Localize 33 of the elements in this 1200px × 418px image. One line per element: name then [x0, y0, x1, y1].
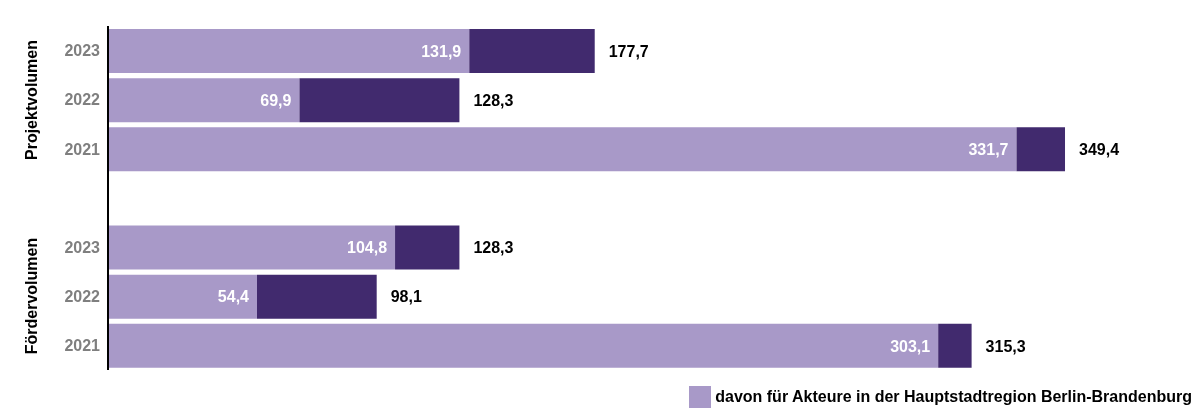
bar: [469, 29, 595, 73]
legend-label: davon für Akteure in der Hauptstadtregion Berlin-Brandenburg: [715, 388, 1192, 406]
data-label: 131,9: [421, 42, 462, 60]
bar: [108, 274, 257, 319]
y-tick-label: 2022: [64, 287, 101, 305]
bar: [299, 78, 460, 123]
bar: [108, 225, 396, 270]
y-tick-label: 2023: [64, 42, 101, 60]
text: Projektvolumen: [23, 39, 41, 160]
data-label: 104,8: [347, 239, 388, 257]
bar: [938, 323, 972, 368]
bar: [108, 323, 939, 368]
y-tick-label: 2022: [64, 91, 101, 109]
data-label: 303,1: [890, 337, 931, 355]
total-label: 128,3: [473, 239, 514, 257]
total-label: 315,3: [985, 337, 1026, 355]
total-label: 349,4: [1079, 140, 1120, 158]
y-tick-label: 2021: [64, 337, 101, 355]
bar: [108, 78, 300, 123]
bar: [395, 225, 460, 270]
bar: [1016, 127, 1066, 172]
y-tick-label: 2023: [64, 238, 101, 256]
data-label: 331,7: [968, 140, 1009, 158]
y-tick-label: 2021: [64, 140, 101, 158]
total-label: 177,7: [608, 42, 649, 60]
data-label: 69,9: [260, 91, 292, 109]
bar: [108, 29, 470, 73]
data-label: 54,4: [217, 288, 250, 306]
total-label: 128,3: [473, 91, 514, 109]
bar: [257, 274, 377, 319]
bar: [108, 127, 1017, 172]
total-label: 98,1: [390, 288, 422, 306]
text: Fördervolumen: [23, 238, 41, 355]
